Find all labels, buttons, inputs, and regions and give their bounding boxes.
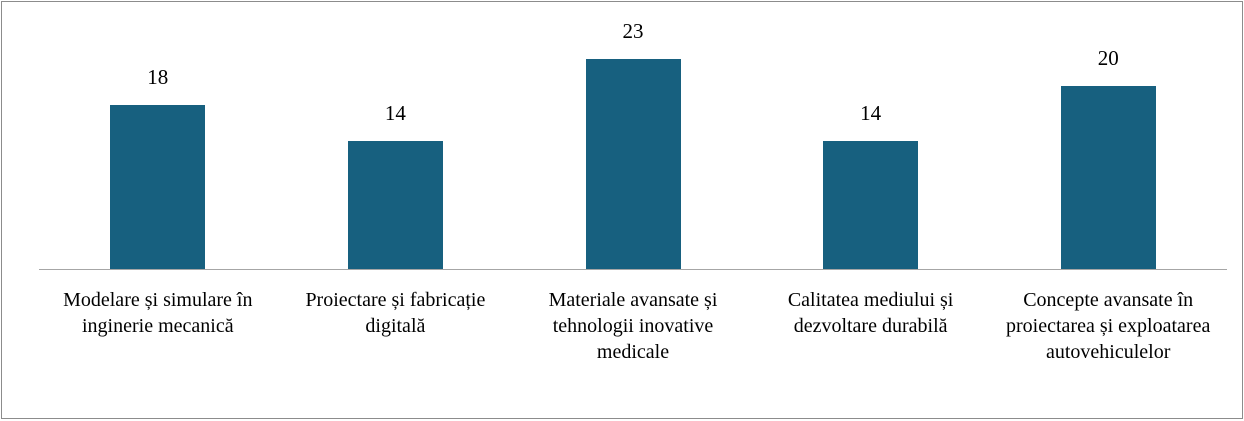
x-tick-label: Modelare și simulare în inginerie mecani… <box>63 289 253 337</box>
bar <box>823 141 919 269</box>
baseline <box>39 269 1227 270</box>
x-tick-label: Proiectare și fabricație digitală <box>305 289 486 337</box>
value-label: 14 <box>384 101 406 126</box>
bar <box>110 104 206 269</box>
value-label: 20 <box>1097 46 1119 71</box>
bar <box>585 59 681 269</box>
bar <box>1060 86 1156 269</box>
value-label: 14 <box>860 101 882 126</box>
value-label: 18 <box>147 64 169 89</box>
x-tick-label: Calitatea mediului și dezvoltare durabil… <box>787 289 954 337</box>
x-tick-label: Concepte avansate în proiectarea și expl… <box>1006 289 1211 363</box>
bar <box>347 141 443 269</box>
x-tick-label: Materiale avansate și tehnologii inovati… <box>548 289 718 363</box>
value-label: 23 <box>622 19 644 43</box>
